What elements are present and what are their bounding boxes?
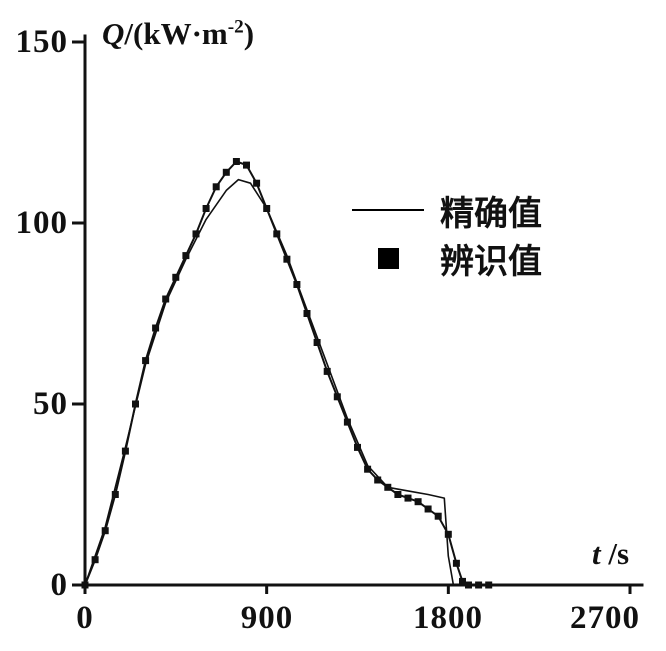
- legend: 精确值 辨识值: [352, 186, 542, 282]
- x-axis-title: t /s: [592, 536, 629, 572]
- y-axis-tick-label: 0: [50, 567, 68, 603]
- legend-item-identified: 辨识值: [352, 234, 542, 282]
- x-axis-units: /s: [600, 536, 630, 571]
- legend-label: 辨识值: [440, 242, 542, 281]
- y-axis-units-post: ): [243, 16, 255, 51]
- x-axis-tick-label: 900: [240, 600, 294, 636]
- x-axis-tick-label: 0: [76, 600, 94, 636]
- legend-line-sample: [352, 209, 424, 211]
- y-axis-title: Q/(kW·m-2): [102, 16, 254, 52]
- legend-square-sample: [352, 247, 424, 269]
- legend-label: 精确值: [440, 194, 542, 233]
- y-axis-tick-label: 100: [15, 205, 68, 241]
- line-marker-icon: [352, 209, 424, 211]
- y-axis-symbol: Q: [102, 16, 125, 51]
- y-axis-units-exponent: -2: [227, 16, 244, 38]
- legend-item-exact: 精确值: [352, 186, 542, 234]
- y-axis-tick-label: 50: [33, 386, 68, 422]
- y-axis-units-pre: /(kW·m: [124, 16, 228, 51]
- x-axis-symbol: t: [592, 536, 601, 571]
- x-axis-tick-label: 1800: [413, 600, 483, 636]
- x-axis-tick-label: 2700: [570, 600, 640, 636]
- y-axis-tick-label: 150: [15, 24, 68, 60]
- square-marker-icon: [377, 247, 399, 269]
